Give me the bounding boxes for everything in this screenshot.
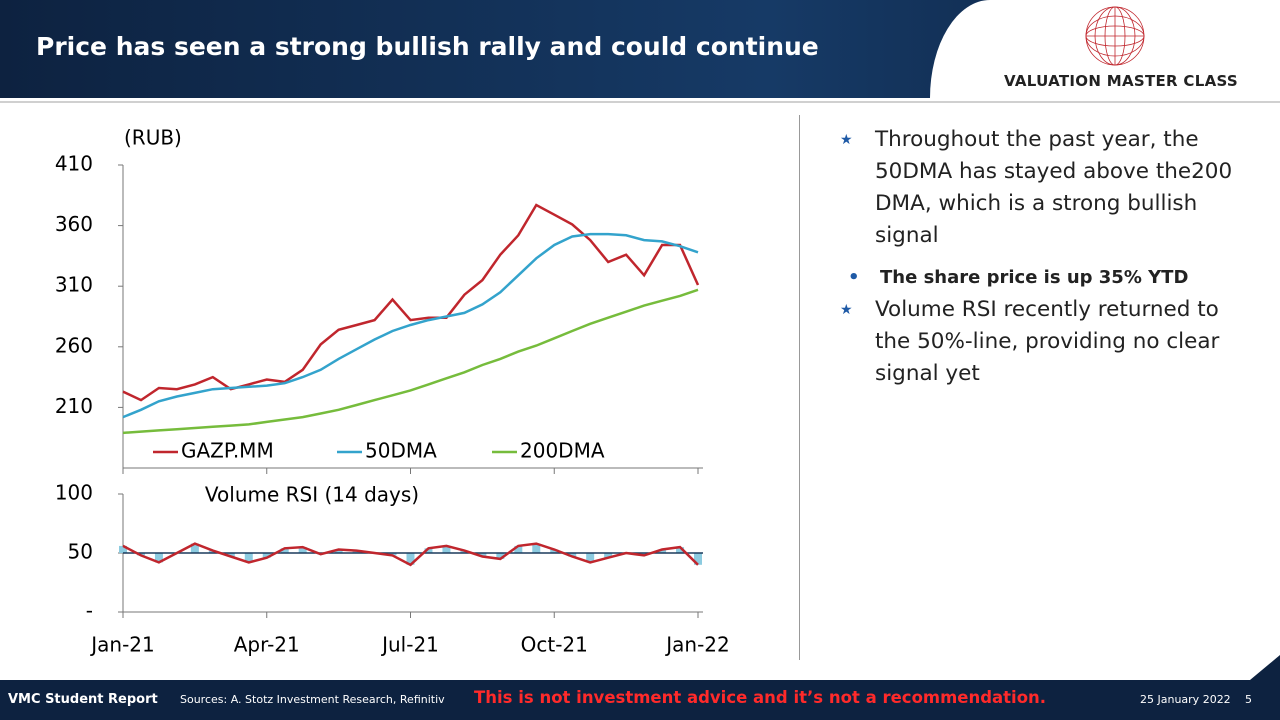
y-tick-label: 260 [55,333,93,357]
y-axis-label: (RUB) [124,126,182,150]
bullet: Volume RSI recently returned to the 50%-… [838,294,1248,390]
series-line [122,232,699,419]
x-tick-label: Jan-21 [89,633,155,657]
series-line [122,288,699,435]
series-line [122,203,700,402]
y-tick-label: 100 [55,481,93,505]
footer: VMC Student Report Sources: A. Stotz Inv… [0,680,1280,720]
legend-label: 50DMA [365,439,437,463]
y-tick-label: 410 [55,152,93,176]
divider [799,115,800,660]
y-tick-label: 210 [55,394,93,418]
date: 25 January 2022 [1140,693,1231,706]
report-label: VMC Student Report [8,692,158,707]
series-line [122,542,699,567]
panel-title: Volume RSI (14 days) [205,483,419,507]
rule [0,101,1280,103]
slide-title: Price has seen a strong bullish rally an… [36,32,819,61]
bullet-group: Volume RSI recently returned to the 50%-… [838,294,1248,390]
chart: 210 260 310 360 410 (RUB) GAZP.MM 50DMA 200DMA - 5… [55,126,730,657]
disclaimer: This is not investment advice and it’s n… [474,688,1047,707]
y-tick-label: 50 [68,540,93,564]
x-tick-label: Apr-21 [234,633,300,657]
x-tick-label: Jul-21 [380,633,439,657]
legend-label: GAZP.MM [181,439,274,463]
logo-area [930,0,1280,98]
y-tick-label: 310 [55,273,93,297]
bullets: Throughout the past year, the 50DMA has … [838,124,1248,400]
x-tick-label: Oct-21 [521,633,588,657]
sub-bullet: The share price is up 35% YTD [838,262,1248,294]
bullet: Throughout the past year, the 50DMA has … [838,124,1248,252]
y-tick-label: - [86,599,93,623]
y-tick-label: 360 [55,212,93,236]
sources: Sources: A. Stotz Investment Research, R… [180,693,445,706]
page-number: 5 [1245,693,1252,706]
header: Price has seen a strong bullish rally an… [0,0,1280,98]
logo-globe [1085,6,1145,66]
corner-shape [1250,655,1280,680]
x-tick-label: Jan-22 [664,633,730,657]
bullet-group: Throughout the past year, the 50DMA has … [838,124,1248,294]
legend-label: 200DMA [520,439,605,463]
logo-text: VALUATION MASTER CLASS [1004,72,1239,90]
